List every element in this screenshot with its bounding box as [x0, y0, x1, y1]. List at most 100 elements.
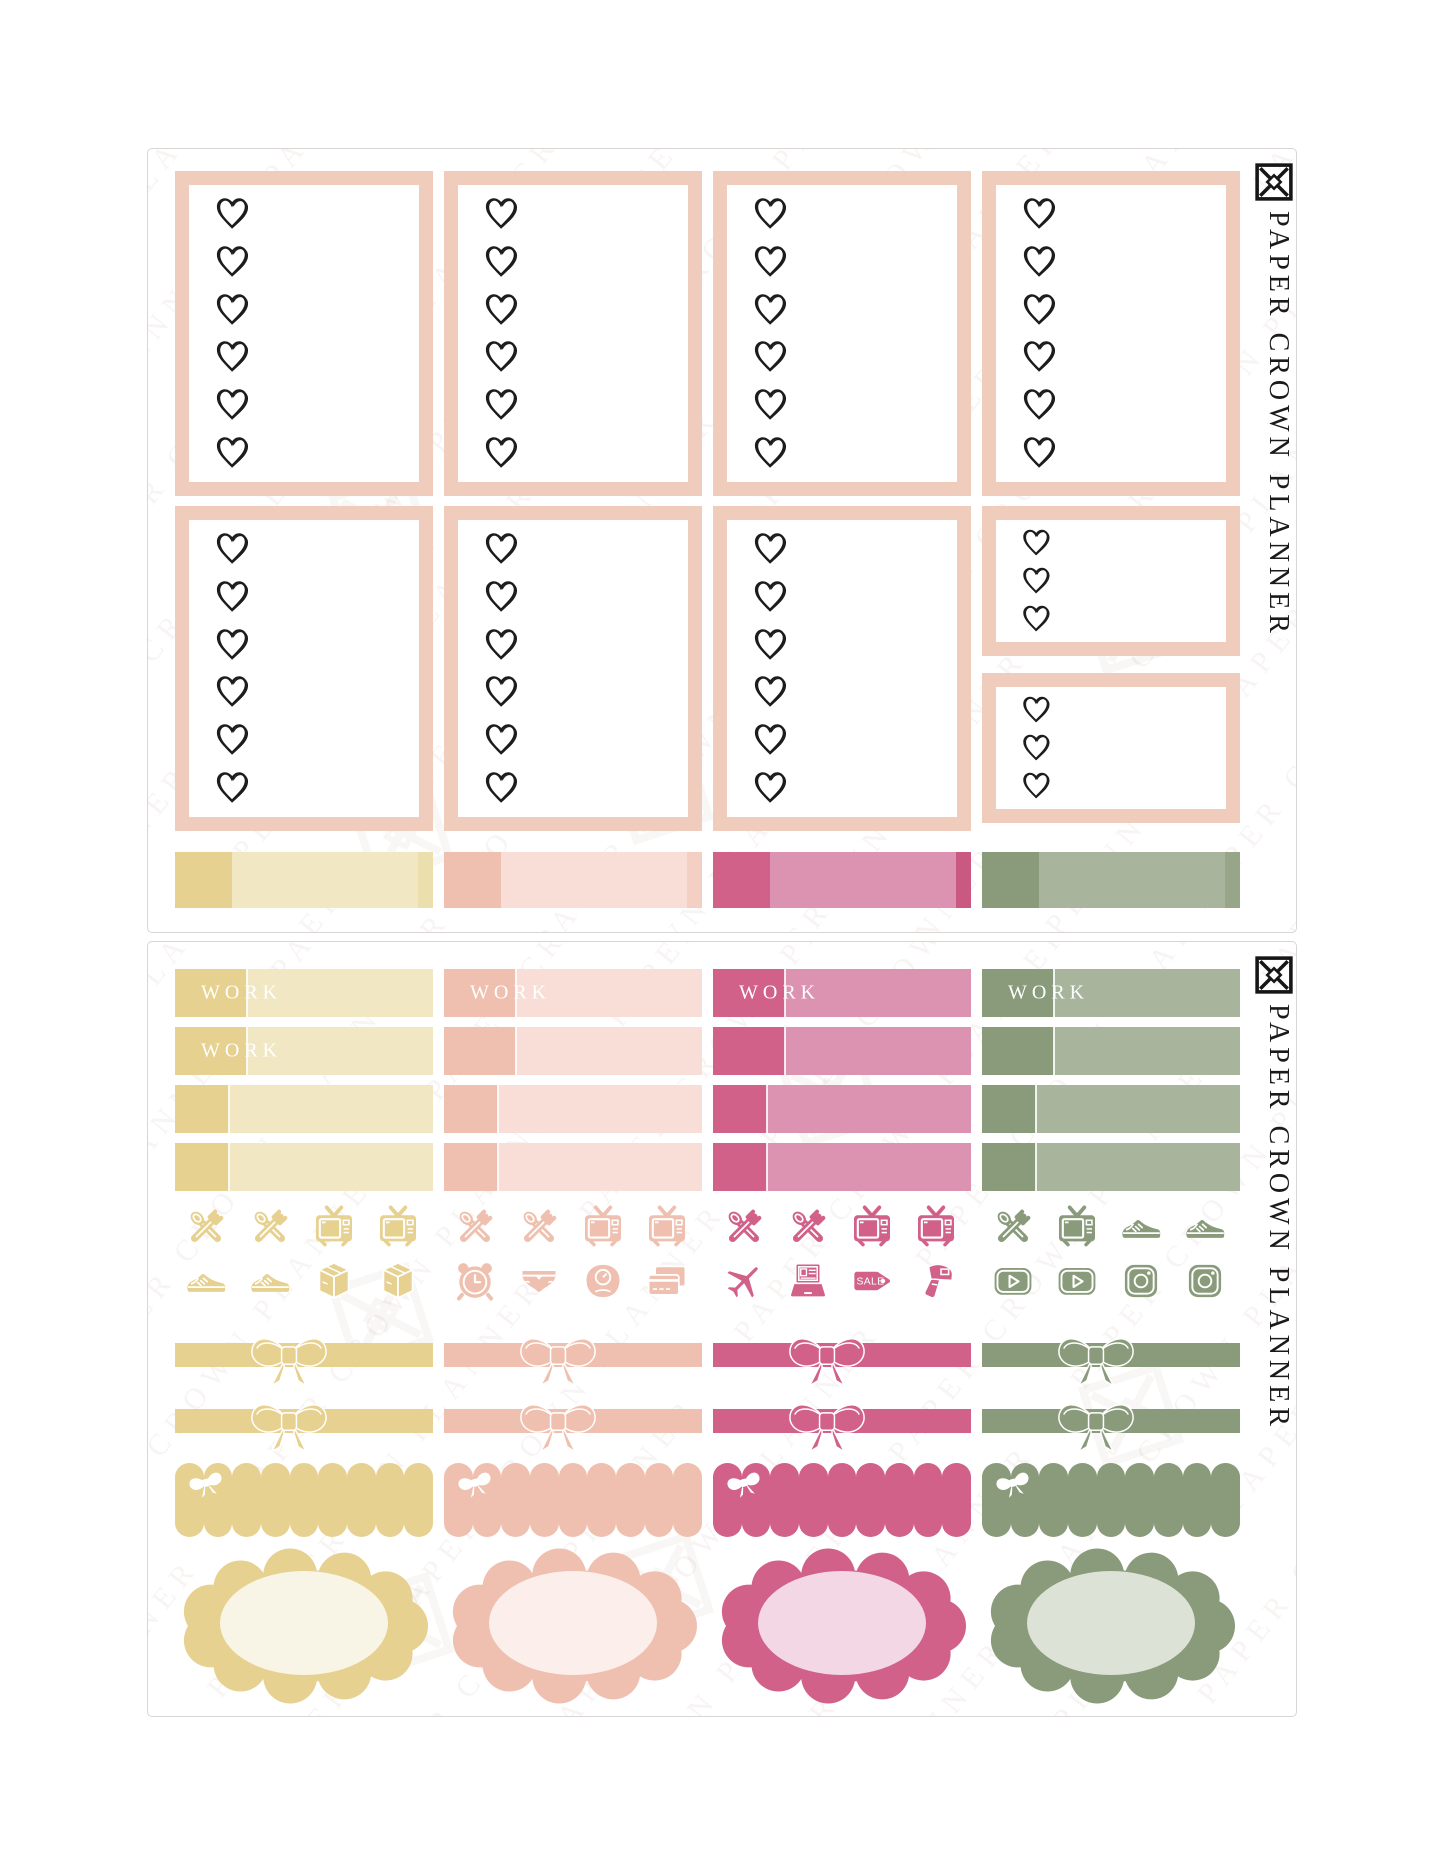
box-icon: [311, 1258, 357, 1304]
header-dark-band: [444, 1143, 499, 1191]
utensils-icon: [990, 1204, 1036, 1250]
heart-icon: [482, 530, 520, 568]
credit-cards-icon: [644, 1258, 690, 1304]
heart-icon: [213, 195, 251, 233]
swatch-dark-shade: [444, 852, 501, 908]
utensils-icon: [452, 1204, 498, 1250]
heart-icon: [751, 578, 789, 616]
header-sticker-berry-pink: [713, 1027, 971, 1075]
hearts-column: [482, 530, 520, 807]
bow-icon: [1053, 1387, 1139, 1457]
heart-icon: [1020, 195, 1058, 233]
sneaker-icon: [247, 1258, 293, 1304]
heart-icon: [213, 721, 251, 759]
heart-checklist-box: [175, 171, 433, 496]
heart-icon: [213, 434, 251, 472]
sale-tag-icon: SALE: [849, 1258, 895, 1304]
play-button-icon: [1054, 1258, 1100, 1304]
bow-icon: [515, 1321, 601, 1391]
heart-icon: [482, 721, 520, 759]
paint-swatch-strip-butter-yellow: [175, 852, 433, 908]
heart-icon: [1020, 338, 1058, 376]
heart-icon: [751, 291, 789, 329]
swatch-dark-shade: [982, 852, 1039, 908]
heart-icon: [482, 578, 520, 616]
heart-icon: [482, 626, 520, 664]
header-dark-band: [175, 1027, 248, 1075]
scallop-circle-sticker-blush-pink: [444, 1547, 702, 1709]
header-dark-band: [175, 1085, 230, 1133]
heart-icon: [213, 243, 251, 281]
swatch-edge-shade: [686, 852, 702, 908]
header-sticker-butter-yellow: WORK: [175, 1027, 433, 1075]
white-bow-icon: [991, 1463, 1036, 1504]
heart-checklist-box: [713, 171, 971, 496]
header-split-line: [228, 1085, 231, 1133]
heart-checklist-box: [444, 171, 702, 496]
underwear-icon: [516, 1258, 562, 1304]
header-sticker-sage-green: [982, 1027, 1240, 1075]
scallop-circle-sticker-berry-pink: [713, 1547, 971, 1709]
hearts-column: [213, 195, 251, 472]
brand-logo-icon: [1255, 956, 1293, 994]
heart-icon: [213, 291, 251, 329]
sneaker-icon: [1118, 1204, 1164, 1250]
tv-icon: [311, 1204, 357, 1250]
heart-icon: [482, 386, 520, 424]
heart-icon: [751, 721, 789, 759]
label-body: [982, 1477, 1240, 1523]
paint-swatch-strip-berry-pink: [713, 852, 971, 908]
heart-icon: [751, 434, 789, 472]
heart-icon: [482, 243, 520, 281]
heart-icon: [751, 673, 789, 711]
header-split-line: [1035, 1143, 1038, 1191]
svg-text:SALE: SALE: [856, 1277, 884, 1288]
header-split-line: [784, 1027, 787, 1075]
scallop-label-sticker-sage-green: [982, 1463, 1240, 1537]
hearts-column: [751, 530, 789, 807]
header-sticker-berry-pink: [713, 1085, 971, 1133]
heart-icon: [1020, 527, 1052, 559]
header-dark-band: [982, 1027, 1055, 1075]
utensils-icon: [516, 1204, 562, 1250]
header-split-line: [1053, 1027, 1056, 1075]
tv-icon: [644, 1204, 690, 1250]
heart-icon: [482, 434, 520, 472]
brand-name-vertical: PAPER CROWN PLANNER: [1263, 211, 1294, 638]
header-dark-band: [982, 1143, 1037, 1191]
heart-checklist-box: [713, 506, 971, 831]
box-icon: [375, 1258, 421, 1304]
price-gun-icon: [913, 1258, 959, 1304]
header-dark-band: [713, 1027, 786, 1075]
header-sticker-sage-green: [982, 1143, 1240, 1191]
alarm-clock-icon: [452, 1258, 498, 1304]
utensils-icon: [785, 1204, 831, 1250]
heart-icon: [482, 338, 520, 376]
swatch-edge-shade: [1224, 852, 1240, 908]
utensils-icon: [721, 1204, 767, 1250]
utensils-icon: [183, 1204, 229, 1250]
tv-icon: [849, 1204, 895, 1250]
header-sticker-blush-pink: [444, 1085, 702, 1133]
heart-icon: [751, 195, 789, 233]
header-dark-band: [175, 1143, 230, 1191]
header-label: WORK: [201, 981, 283, 1004]
label-body: [444, 1477, 702, 1523]
heart-icon: [213, 626, 251, 664]
header-split-line: [228, 1143, 231, 1191]
heart-icon: [751, 626, 789, 664]
heart-checklist-box: [982, 506, 1240, 656]
hearts-column: [213, 530, 251, 807]
heart-icon: [1020, 291, 1058, 329]
brand-logo-icon: [1255, 163, 1293, 201]
bow-icon: [784, 1321, 870, 1391]
header-split-line: [497, 1143, 500, 1191]
utensils-icon: [247, 1204, 293, 1250]
bow-icon: [246, 1387, 332, 1457]
heart-icon: [1020, 386, 1058, 424]
paint-swatch-strip-blush-pink: [444, 852, 702, 908]
sneaker-icon: [1182, 1204, 1228, 1250]
header-split-line: [1053, 969, 1056, 1017]
heart-icon: [213, 769, 251, 807]
header-split-line: [515, 1027, 518, 1075]
